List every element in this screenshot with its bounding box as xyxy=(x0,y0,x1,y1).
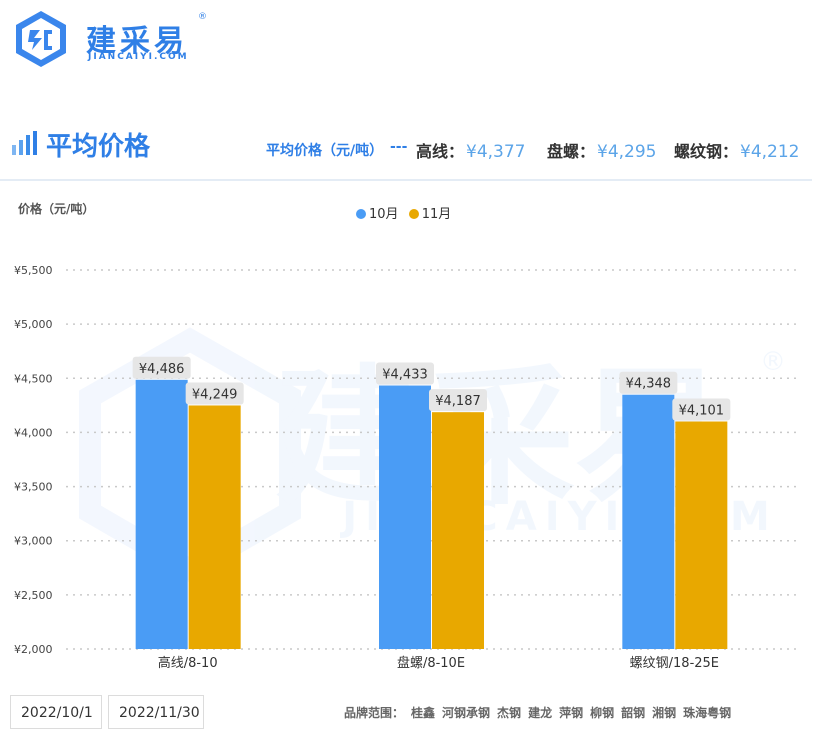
data-label-bg xyxy=(132,356,191,379)
data-label-bg xyxy=(376,362,434,385)
logo-hexagon-icon xyxy=(16,11,66,67)
bar xyxy=(432,412,484,649)
svg-text:®: ® xyxy=(760,347,786,377)
stat-value: ¥4,377 xyxy=(466,142,526,162)
data-label-bg xyxy=(185,382,244,405)
brand-range: 品牌范围： 桂鑫 河钢承钢 杰钢 建龙 萍钢 柳钢 韶钢 湘钢 珠海粤钢 xyxy=(344,704,738,721)
stat-value: ¥4,212 xyxy=(740,142,800,162)
x-tick-label: 螺纹钢/18-25E xyxy=(630,656,719,671)
y-axis-ticks: ¥2,000 ¥2,500 ¥3,000 ¥3,500 ¥4,000 ¥4,500 ¥5,0… xyxy=(14,264,53,656)
bar xyxy=(379,385,431,649)
bar-labels: ¥4,486 ¥4,249 ¥4,433 ¥4,187 ¥4,348 ¥4,101 xyxy=(132,356,731,421)
legend-item-nov[interactable]: 11月 xyxy=(408,203,452,222)
average-line-legend: --- xyxy=(390,139,408,155)
page-title: 平均价格 xyxy=(46,132,151,162)
brand-range-label: 品牌范围： xyxy=(344,706,405,720)
bars xyxy=(135,379,728,649)
end-date-input[interactable]: 2022/11/30 xyxy=(108,695,204,729)
bar-chart: 建采易 JIANCAIYI.COM ® ¥2,000¥2,500¥3,000¥3… xyxy=(14,264,796,671)
y-tick-label: ¥3,500 xyxy=(14,481,53,494)
data-label-bg xyxy=(672,398,731,421)
stat-name: 螺纹钢： xyxy=(674,142,739,161)
legend-item-oct[interactable]: 10月 xyxy=(356,203,399,222)
y-tick-label: ¥5,500 xyxy=(14,264,53,277)
brand-item: 萍钢 xyxy=(559,706,584,720)
legend-label: 11月 xyxy=(421,207,452,222)
y-tick-label: ¥5,000 xyxy=(14,318,53,331)
brand-item: 韶钢 xyxy=(621,706,646,720)
logo-domain: JIANCAIYI.COM xyxy=(88,52,189,62)
data-label: ¥4,101 xyxy=(679,403,725,418)
summary-header: 平均价格 平均价格（元/吨） --- 高线： ¥4,377 盘螺： ¥4,295 螺… xyxy=(0,120,812,178)
bar-chart-icon xyxy=(12,131,37,155)
logo-registered-mark: ® xyxy=(198,12,207,22)
y-axis-label: 价格（元/吨） xyxy=(18,202,95,216)
legend: 10月 11月 xyxy=(356,203,457,222)
brand-item: 杰钢 xyxy=(497,706,522,720)
brand-item: 河钢承钢 xyxy=(442,706,491,720)
stat-name: 高线： xyxy=(416,142,465,161)
y-tick-label: ¥3,000 xyxy=(14,535,53,548)
data-label: ¥4,187 xyxy=(435,394,481,409)
y-tick-label: ¥2,500 xyxy=(14,589,53,602)
bar xyxy=(135,379,188,649)
header-divider xyxy=(0,179,812,181)
x-axis-ticks: 高线/8-10 盘螺/8-10E 螺纹钢/18-25E xyxy=(158,655,719,671)
data-label: ¥4,486 xyxy=(139,362,185,377)
legend-label: 10月 xyxy=(369,207,399,222)
logo-text: 建采易 xyxy=(86,24,188,59)
bar xyxy=(188,405,241,649)
start-date-input[interactable]: 2022/10/1 xyxy=(10,695,102,729)
bar xyxy=(622,394,675,649)
stat-luowengang: 螺纹钢： ¥4,212 xyxy=(674,138,800,162)
data-label-bg xyxy=(619,371,678,394)
stat-value: ¥4,295 xyxy=(597,142,657,162)
y-tick-label: ¥2,000 xyxy=(14,643,53,656)
y-tick-label: ¥4,000 xyxy=(14,426,53,439)
data-label: ¥4,433 xyxy=(382,368,428,383)
x-tick-label: 高线/8-10 xyxy=(158,655,218,671)
data-label-bg xyxy=(429,389,487,412)
average-price-label: 平均价格（元/吨） xyxy=(266,143,384,159)
stat-panluo: 盘螺： ¥4,295 xyxy=(547,138,657,162)
legend-dot-nov xyxy=(408,209,419,219)
y-tick-label: ¥4,500 xyxy=(14,372,53,385)
brand-item: 珠海粤钢 xyxy=(683,706,732,720)
brand-item: 湘钢 xyxy=(652,706,677,720)
legend-dot-oct xyxy=(356,209,366,219)
data-label: ¥4,348 xyxy=(626,377,672,392)
logo[interactable]: 建采易 ® JIANCAIYI.COM xyxy=(8,6,258,72)
bar xyxy=(675,421,728,649)
x-tick-label: 盘螺/8-10E xyxy=(397,655,465,671)
brand-item: 柳钢 xyxy=(590,706,615,720)
stat-name: 盘螺： xyxy=(547,142,596,161)
brand-item: 建龙 xyxy=(528,706,553,720)
data-label: ¥4,249 xyxy=(192,387,238,402)
brand-item: 桂鑫 xyxy=(411,706,436,720)
stat-gaoxian: 高线： ¥4,377 xyxy=(416,138,526,162)
